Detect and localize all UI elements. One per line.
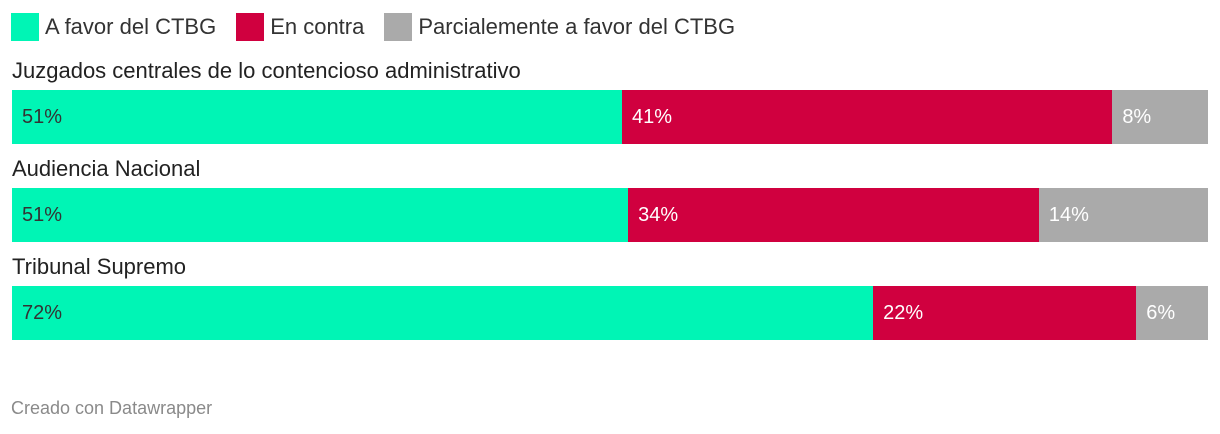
bar-segment-en-contra: 22%: [873, 286, 1137, 340]
data-label: 51%: [22, 106, 63, 128]
bar-row-juzgados-centrales-de-lo-contencioso-administrativo: Juzgados centrales de lo contencioso adm…: [0, 58, 1220, 148]
stacked-bar: 51% 41% 8%: [12, 90, 1208, 144]
category-label: Juzgados centrales de lo contencioso adm…: [12, 58, 521, 83]
chart-legend: A favor del CTBG En contra Parcialemente…: [11, 12, 755, 42]
bar-segment-a-favor-del-ctbg: 51%: [12, 188, 629, 242]
legend-swatch-parcialmente: [384, 13, 413, 41]
legend-item-en-contra: En contra: [236, 13, 364, 41]
category-label: Audiencia Nacional: [12, 156, 201, 181]
category-label: Tribunal Supremo: [12, 254, 187, 279]
legend-item-a-favor: A favor del CTBG: [11, 13, 216, 41]
bar-segment-en-contra: 41%: [621, 90, 1113, 144]
stacked-bar: 72% 22% 6%: [12, 286, 1208, 340]
bar-segment-a-favor-del-ctbg: 51%: [12, 90, 622, 144]
data-label: 8%: [1122, 106, 1152, 128]
data-label: 34%: [638, 204, 679, 226]
data-label: 6%: [1146, 302, 1176, 324]
bar-segment-en-contra: 34%: [628, 188, 1039, 242]
bar-segment-parcialemente-a-favor-del-ctbg: 6%: [1136, 286, 1208, 340]
bar-row-tribunal-supremo: Tribunal Supremo 72% 22% 6%: [0, 254, 1220, 344]
footer-credit: Creado con Datawrapper: [11, 398, 213, 418]
stacked-bar: 51% 34% 14%: [12, 188, 1208, 242]
data-label: 72%: [22, 302, 63, 324]
legend-swatch-a-favor: [11, 13, 39, 41]
legend-swatch-en-contra: [236, 13, 265, 41]
bar-segment-parcialemente-a-favor-del-ctbg: 8%: [1112, 90, 1208, 144]
data-label: 22%: [883, 302, 924, 324]
bar-segment-parcialemente-a-favor-del-ctbg: 14%: [1038, 188, 1208, 242]
data-label: 51%: [22, 204, 63, 226]
legend-label-parcialmente: Parcialemente a favor del CTBG: [418, 14, 736, 39]
data-label: 41%: [631, 106, 672, 128]
bar-segment-a-favor-del-ctbg: 72%: [12, 286, 874, 340]
legend-label-a-favor: A favor del CTBG: [45, 14, 217, 39]
stacked-bar-chart: Juzgados centrales de lo contencioso adm…: [0, 58, 1220, 368]
data-label: 14%: [1048, 204, 1089, 226]
bar-row-audiencia-nacional: Audiencia Nacional 51% 34% 14%: [0, 156, 1220, 246]
legend-item-parcialmente: Parcialemente a favor del CTBG: [384, 13, 735, 41]
legend-label-en-contra: En contra: [270, 14, 365, 39]
